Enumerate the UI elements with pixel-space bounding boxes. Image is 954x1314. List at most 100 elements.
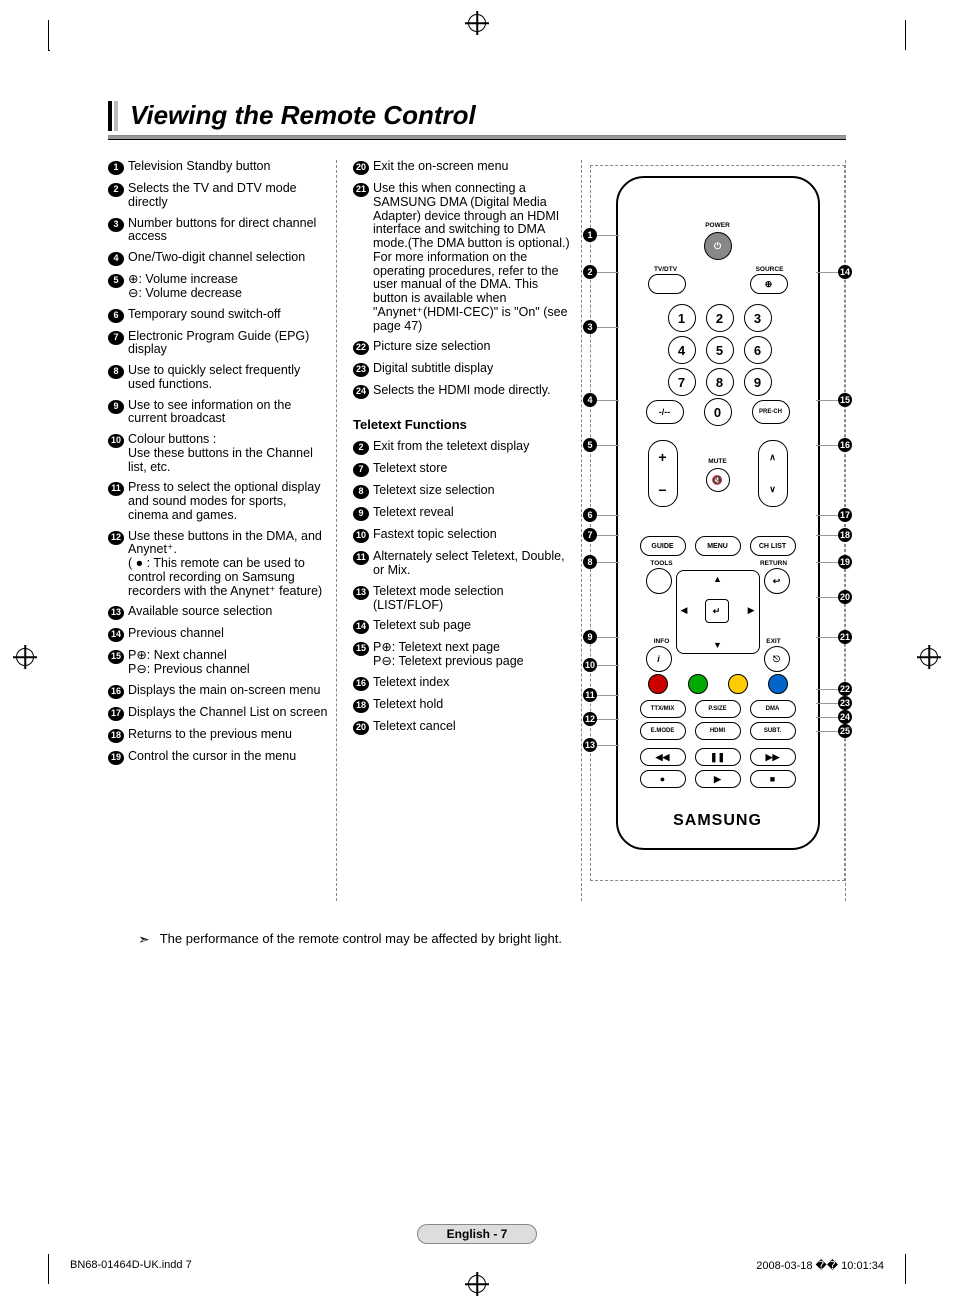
dpad-enter: ↵ bbox=[705, 599, 729, 623]
menu-button: MENU bbox=[695, 536, 741, 556]
ttxmix-button: TTX/MIX bbox=[640, 700, 686, 718]
red-button bbox=[648, 674, 668, 694]
item-number: 23 bbox=[353, 363, 369, 377]
item-text: Teletext hold bbox=[373, 698, 573, 713]
item-number: 1 bbox=[108, 161, 124, 175]
num-1-button: 1 bbox=[668, 304, 696, 332]
list-item: 16Teletext index bbox=[353, 676, 573, 691]
label-mute: MUTE bbox=[618, 458, 818, 465]
item-number: 14 bbox=[353, 620, 369, 634]
list-item: 20Exit the on-screen menu bbox=[353, 160, 573, 175]
list-item: 2Selects the TV and DTV mode directly bbox=[108, 182, 328, 210]
doc-footer: BN68-01464D-UK.indd 7 2008-03-18 �� 10:0… bbox=[70, 1259, 884, 1272]
feature-list-2: 20Exit the on-screen menu 21 Use this when… bbox=[353, 160, 573, 399]
item-text: P⊕: Next channel P⊖: Previous channel bbox=[128, 649, 328, 677]
list-item: 5⊕: Volume increase ⊖: Volume decrease bbox=[108, 273, 328, 301]
item-number: 13 bbox=[353, 586, 369, 600]
manual-page: Viewing the Remote Control 1Television S… bbox=[0, 0, 954, 1314]
item-number: 18 bbox=[108, 729, 124, 743]
stop-button: ■ bbox=[750, 770, 796, 788]
label-tools: TOOLS bbox=[640, 560, 684, 567]
prech-button: PRE-CH bbox=[752, 400, 790, 424]
num-8-button: 8 bbox=[706, 368, 734, 396]
list-item: 15P⊕: Next channel P⊖: Previous channel bbox=[108, 649, 328, 677]
label-exit: EXIT bbox=[752, 638, 796, 645]
item-number: 11 bbox=[353, 551, 369, 565]
registration-mark bbox=[467, 1274, 487, 1294]
list-item: 4One/Two-digit channel selection bbox=[108, 251, 328, 266]
item-text: Teletext size selection bbox=[373, 484, 573, 499]
label-source: SOURCE bbox=[750, 266, 790, 273]
item-number: 7 bbox=[108, 331, 124, 345]
volume-rocker: +− bbox=[648, 440, 678, 507]
pause-button: ❚❚ bbox=[695, 748, 741, 766]
num-2-button: 2 bbox=[706, 304, 734, 332]
label-power: POWER bbox=[618, 222, 818, 229]
list-item: 15P⊕: Teletext next page P⊖: Teletext pr… bbox=[353, 641, 573, 669]
forward-button: ▶▶ bbox=[750, 748, 796, 766]
item-number: 13 bbox=[108, 606, 124, 620]
callout-right: 22 bbox=[838, 682, 852, 696]
list-item: 9Use to see information on the current b… bbox=[108, 399, 328, 427]
item-text: Electronic Program Guide (EPG) display bbox=[128, 330, 328, 358]
columns: 1Television Standby button 2Selects the T… bbox=[108, 160, 846, 901]
callout-right: 24 bbox=[838, 710, 852, 724]
callout-left: 3 bbox=[583, 320, 597, 334]
blue-button bbox=[768, 674, 788, 694]
tools-button bbox=[646, 568, 672, 594]
list-item: 17Displays the Channel List on screen bbox=[108, 706, 328, 721]
item-number: 2 bbox=[353, 441, 369, 455]
page-title: Viewing the Remote Control bbox=[130, 100, 476, 131]
item-number: 6 bbox=[108, 309, 124, 323]
callout-right: 21 bbox=[838, 630, 852, 644]
callout-left: 8 bbox=[583, 555, 597, 569]
power-button: ⏻ bbox=[704, 232, 732, 260]
item-number: 3 bbox=[108, 218, 124, 232]
list-item: 14Previous channel bbox=[108, 627, 328, 642]
item-text: Number buttons for direct channel access bbox=[128, 217, 328, 245]
crop-mark bbox=[905, 20, 906, 50]
tvdtv-button bbox=[648, 274, 686, 294]
guide-button: GUIDE bbox=[640, 536, 686, 556]
list-item: 1Television Standby button bbox=[108, 160, 328, 175]
item-text: Teletext mode selection (LIST/FLOF) bbox=[373, 585, 573, 613]
item-number: 8 bbox=[353, 485, 369, 499]
item-text: Exit from the teletext display bbox=[373, 440, 573, 455]
label-tvdtv: TV/DTV bbox=[646, 266, 686, 273]
page-number: English - 7 bbox=[0, 1224, 954, 1244]
dpad: ↵ ▲ ▼ ◀ ▶ bbox=[676, 570, 760, 654]
item-text: Use this when connecting a SAMSUNG DMA (… bbox=[373, 182, 573, 333]
callout-left: 12 bbox=[583, 712, 597, 726]
crop-mark bbox=[48, 1254, 49, 1284]
item-text: One/Two-digit channel selection bbox=[128, 251, 328, 266]
column-1: 1Television Standby button 2Selects the T… bbox=[108, 160, 328, 901]
subt-button: SUBT. bbox=[750, 722, 796, 740]
title-row: Viewing the Remote Control bbox=[108, 100, 846, 131]
crop-mark bbox=[905, 1254, 906, 1284]
item-number: 20 bbox=[353, 161, 369, 175]
item-text: Use to see information on the current br… bbox=[128, 399, 328, 427]
item-number: 11 bbox=[108, 482, 124, 496]
note-icon: ➣ bbox=[138, 931, 150, 948]
list-item: 10Colour buttons : Use these buttons in … bbox=[108, 433, 328, 474]
item-text: Use these buttons in the DMA, and Anynet… bbox=[128, 530, 328, 599]
item-text: Teletext index bbox=[373, 676, 573, 691]
item-number: 15 bbox=[353, 642, 369, 656]
title-rule bbox=[108, 135, 846, 140]
hdmi-button: HDMI bbox=[695, 722, 741, 740]
item-text: Selects the HDMI mode directly. bbox=[373, 384, 573, 399]
item-number: 18 bbox=[353, 699, 369, 713]
callout-left: 6 bbox=[583, 508, 597, 522]
chlist-button: CH LIST bbox=[750, 536, 796, 556]
callout-left: 5 bbox=[583, 438, 597, 452]
green-button bbox=[688, 674, 708, 694]
list-item: 20Teletext cancel bbox=[353, 720, 573, 735]
item-number: 14 bbox=[108, 628, 124, 642]
list-item: 19Control the cursor in the menu bbox=[108, 750, 328, 765]
callout-right: 17 bbox=[838, 508, 852, 522]
callout-right: 23 bbox=[838, 696, 852, 710]
content-area: Viewing the Remote Control 1Television S… bbox=[108, 100, 846, 948]
list-item: 9Teletext reveal bbox=[353, 506, 573, 521]
item-number: 21 bbox=[353, 183, 369, 197]
num-3-button: 3 bbox=[744, 304, 772, 332]
